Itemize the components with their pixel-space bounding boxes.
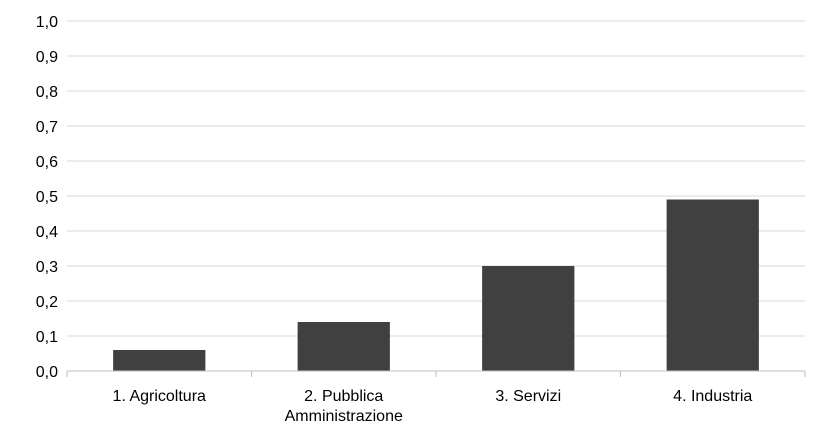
y-tick-label: 0,7 [36, 119, 58, 136]
y-tick-label: 0,5 [36, 189, 58, 206]
x-category-label: 4. Industria [673, 388, 752, 405]
bars [113, 199, 759, 371]
x-category-label: 3. Servizi [495, 388, 561, 405]
y-tick-label: 0,9 [36, 49, 58, 66]
gridlines [67, 20, 805, 337]
y-tick-label: 0,3 [36, 259, 58, 276]
y-tick-label: 1,0 [36, 14, 58, 31]
bar [666, 199, 759, 371]
y-tick-label: 0,0 [36, 364, 58, 381]
bar [482, 266, 575, 371]
y-tick-label: 0,1 [36, 329, 58, 346]
y-axis-tick-labels: 0,0 0,1 0,2 0,3 0,4 0,5 0,6 0,7 0,8 0,9 1,0 [36, 14, 58, 381]
y-tick-label: 0,2 [36, 294, 58, 311]
y-tick-label: 0,6 [36, 154, 58, 171]
bar [113, 350, 206, 371]
y-tick-label: 0,4 [36, 224, 58, 241]
bar [297, 322, 390, 371]
y-tick-label: 0,8 [36, 84, 58, 101]
x-axis-category-labels: 1. Agricoltura 2. Pubblica Amministrazione… [113, 388, 753, 425]
x-category-label: 2. Pubblica Amministrazione [285, 388, 403, 425]
x-category-label: 1. Agricoltura [113, 388, 206, 405]
x-axis [66, 370, 806, 377]
